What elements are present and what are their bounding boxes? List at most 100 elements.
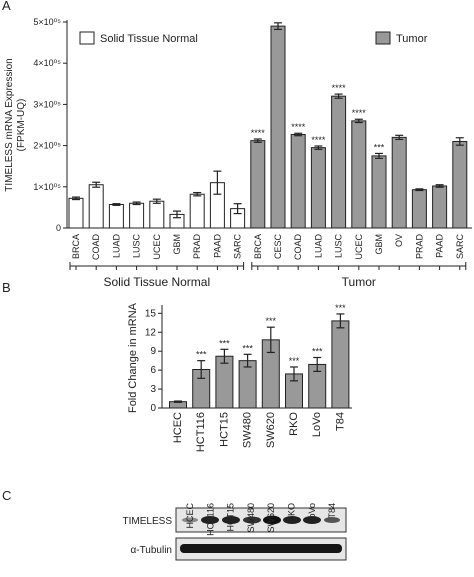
x-tick-label: OV <box>394 234 404 247</box>
x-tick-label: COAD <box>293 234 303 261</box>
group-label: Tumor <box>342 275 376 289</box>
x-tick-label: LUSC <box>132 234 142 259</box>
band <box>222 516 240 524</box>
bar <box>149 200 165 229</box>
y-tick-label: 0 <box>56 223 61 233</box>
bar <box>351 120 367 229</box>
y-tick-label: 6 <box>150 365 156 376</box>
panel-label: C <box>2 488 11 503</box>
bar <box>189 193 205 229</box>
y-axis-label: (FPKM-UQ) <box>16 99 27 152</box>
x-tick-label: GBM <box>374 234 384 255</box>
bar <box>108 204 124 229</box>
significance: *** <box>219 338 230 348</box>
bar <box>270 25 286 229</box>
significance: **** <box>311 135 326 145</box>
significance: *** <box>242 343 253 353</box>
y-tick-label: 2×10⁰⁵ <box>33 141 61 151</box>
bar <box>129 202 145 229</box>
x-tick-label: SARC <box>455 234 465 260</box>
x-tick-label: SARC <box>233 234 243 260</box>
y-tick-label: 12 <box>145 327 157 338</box>
x-tick-label: LUSC <box>334 234 344 259</box>
significance: *** <box>374 142 385 152</box>
significance: *** <box>335 303 346 313</box>
bar <box>238 360 257 409</box>
x-tick-label: PRAD <box>192 234 202 260</box>
lane-label: RKO <box>287 503 297 523</box>
significance: *** <box>312 347 323 357</box>
y-tick-label: 3 <box>150 384 156 395</box>
y-axis-label: TIMELESS mRNA Expression <box>4 58 15 191</box>
legend-label: Solid Tissue Normal <box>100 33 198 45</box>
band <box>180 544 342 553</box>
lane-label: SW620 <box>266 503 276 533</box>
band <box>303 516 321 524</box>
bar <box>331 320 350 409</box>
bar <box>411 189 427 229</box>
y-tick-label: 9 <box>150 346 156 357</box>
band <box>324 517 340 523</box>
bar <box>310 147 326 229</box>
bar <box>331 95 347 229</box>
significance: *** <box>196 350 207 360</box>
lane-label: HCT116 <box>205 503 215 536</box>
x-tick-label: LoVo <box>311 412 323 437</box>
x-tick-label: PAAD <box>212 234 222 258</box>
x-tick-label: SW620 <box>265 412 277 448</box>
y-tick-label: 1×10⁰⁵ <box>33 182 61 192</box>
x-tick-label: BRCA <box>71 234 81 259</box>
panel-label: A <box>2 0 11 13</box>
group-label: Solid Tissue Normal <box>103 275 210 289</box>
y-axis-label: Fold Change in mRNA <box>127 302 139 413</box>
x-tick-label: T84 <box>334 412 346 431</box>
bar <box>215 355 234 409</box>
x-tick-label: COAD <box>91 234 101 261</box>
significance: **** <box>251 128 266 138</box>
band <box>263 515 281 525</box>
lane-label: T84 <box>327 503 337 519</box>
significance: **** <box>352 108 367 118</box>
bar <box>371 155 387 229</box>
y-tick-label: 5×10⁰⁵ <box>33 17 61 27</box>
bar <box>250 140 266 229</box>
x-tick-label: LUAD <box>313 234 323 259</box>
bar <box>432 185 448 229</box>
x-tick-label: PAAD <box>435 234 445 258</box>
bar <box>68 197 84 229</box>
row-label: TIMELESS <box>123 516 173 527</box>
x-tick-label: UCEC <box>152 234 162 260</box>
significance: **** <box>291 122 306 132</box>
y-tick-label: 0 <box>150 403 156 414</box>
band <box>182 517 198 523</box>
row-label: α-Tubulin <box>130 545 172 556</box>
x-tick-label: CESC <box>273 234 283 260</box>
legend-swatch <box>375 31 391 45</box>
bar <box>290 133 306 229</box>
blot-membrane <box>175 507 347 561</box>
x-tick-label: GBM <box>172 234 182 255</box>
band <box>243 516 261 524</box>
legend-label: Tumor <box>396 33 428 45</box>
x-tick-label: RKO <box>288 412 300 436</box>
band <box>283 516 301 524</box>
x-tick-label: BRCA <box>253 234 263 259</box>
x-tick-label: LUAD <box>111 234 121 259</box>
x-tick-label: HCT116 <box>195 412 207 452</box>
lane-label: LoVo <box>307 503 317 524</box>
x-tick-label: PRAD <box>414 234 424 260</box>
y-tick-label: 15 <box>145 308 157 319</box>
band <box>201 516 219 524</box>
legend-swatch <box>79 31 95 45</box>
x-tick-label: HCEC <box>172 412 184 443</box>
panel-label: B <box>2 280 11 295</box>
lane-label: HCEC <box>185 503 195 529</box>
x-tick-label: HCT15 <box>218 412 230 447</box>
x-tick-label: SW480 <box>242 412 254 448</box>
x-tick-label: UCEC <box>354 234 364 260</box>
lane-label: SW480 <box>246 503 256 533</box>
bar <box>391 136 407 229</box>
y-tick-label: 3×10⁰⁵ <box>33 99 61 109</box>
lane-label: HCT15 <box>226 503 236 532</box>
